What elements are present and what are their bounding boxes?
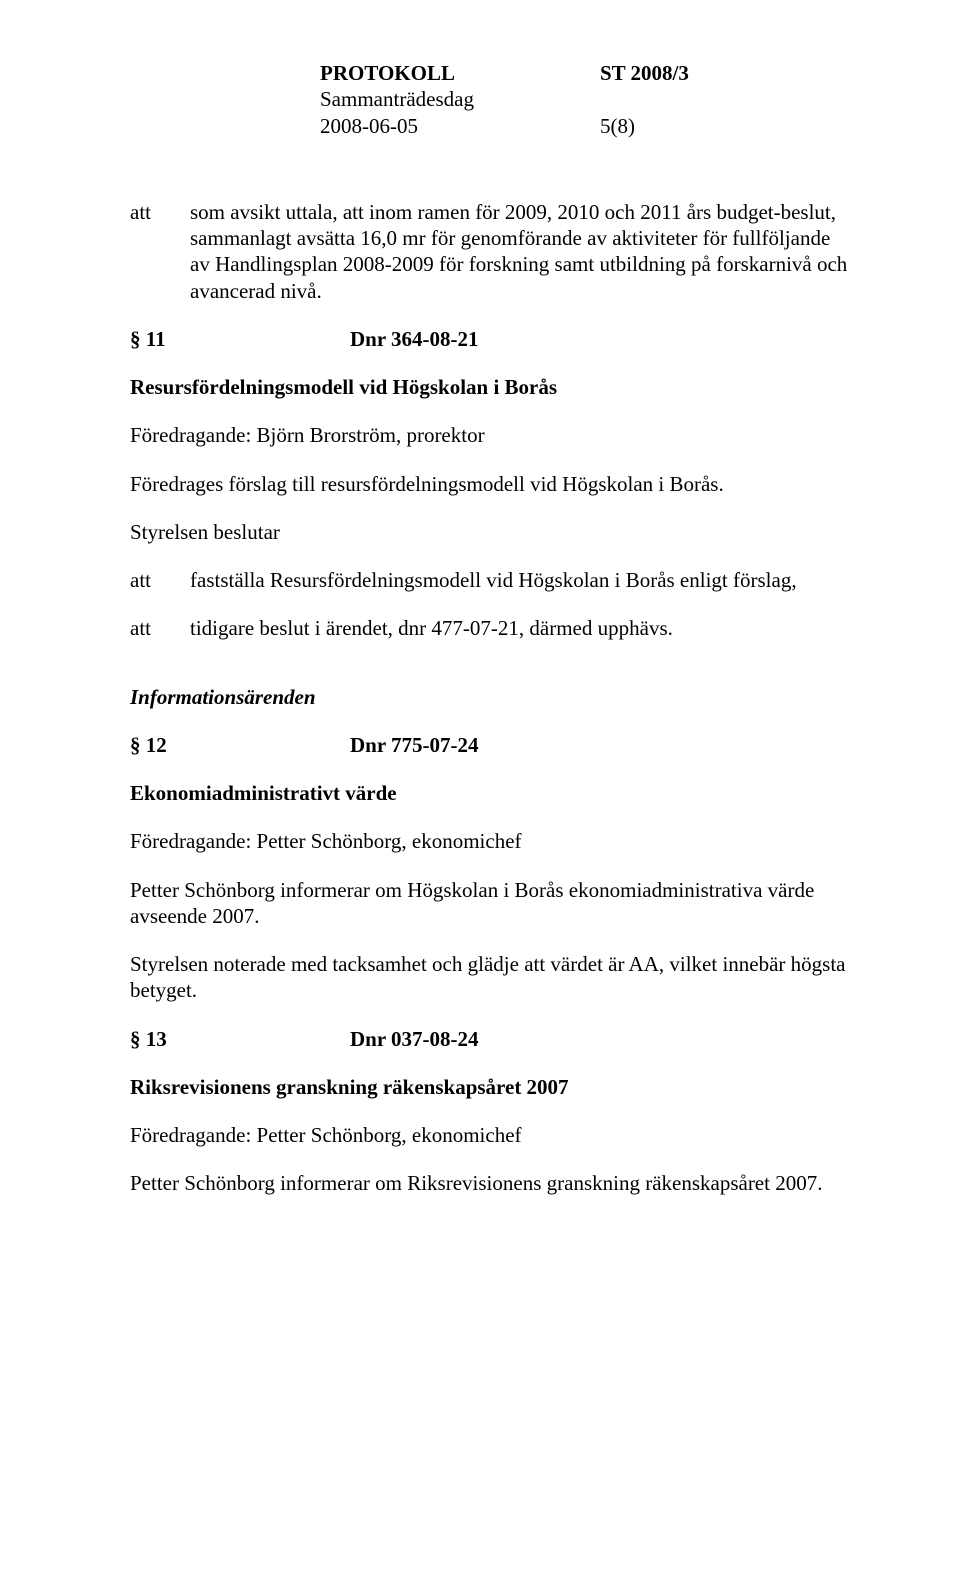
section-11-num: § 11 [130, 326, 350, 352]
section-13-title: Riksrevisionens granskning räkenskapsåre… [130, 1074, 850, 1100]
section-12-dnr: Dnr 775-07-24 [350, 732, 479, 758]
section-11-presenter: Föredragande: Björn Brorström, prorektor [130, 422, 850, 448]
header-title-left: PROTOKOLL [320, 60, 600, 86]
section-11-line1: Föredrages förslag till resursfördelning… [130, 471, 850, 497]
section-11-att2: att tidigare beslut i ärendet, dnr 477-0… [130, 615, 850, 641]
section-12-line2: Styrelsen noterade med tacksamhet och gl… [130, 951, 850, 1004]
section-11-decide: Styrelsen beslutar [130, 519, 850, 545]
att-label: att [130, 199, 190, 304]
section-11-row: § 11 Dnr 364-08-21 [130, 326, 850, 352]
att-label: att [130, 615, 190, 641]
header-empty [600, 86, 800, 112]
header-title-right: ST 2008/3 [600, 60, 800, 86]
section-11-title: Resursfördelningsmodell vid Högskolan i … [130, 374, 850, 400]
header-date: 2008-06-05 [320, 113, 600, 139]
spacer [130, 664, 850, 684]
att-body: tidigare beslut i ärendet, dnr 477-07-21… [190, 615, 850, 641]
section-11-att1: att fastställa Resursfördelningsmodell v… [130, 567, 850, 593]
section-12-line1: Petter Schönborg informerar om Högskolan… [130, 877, 850, 930]
section-12-row: § 12 Dnr 775-07-24 [130, 732, 850, 758]
section-13-presenter: Föredragande: Petter Schönborg, ekonomic… [130, 1122, 850, 1148]
info-heading: Informationsärenden [130, 684, 850, 710]
att-body: som avsikt uttala, att inom ramen för 20… [190, 199, 850, 304]
att-body: fastställa Resursfördelningsmodell vid H… [190, 567, 850, 593]
section-13-num: § 13 [130, 1026, 350, 1052]
section-11-dnr: Dnr 364-08-21 [350, 326, 479, 352]
section-12-presenter: Föredragande: Petter Schönborg, ekonomic… [130, 828, 850, 854]
section-13-line1: Petter Schönborg informerar om Riksrevis… [130, 1170, 850, 1196]
header-subtitle: Sammanträdesdag [320, 86, 600, 112]
att-label: att [130, 567, 190, 593]
document-page: PROTOKOLL ST 2008/3 Sammanträdesdag 2008… [0, 0, 960, 1586]
section-12-title: Ekonomiadministrativt värde [130, 780, 850, 806]
page-header: PROTOKOLL ST 2008/3 Sammanträdesdag 2008… [320, 60, 850, 139]
section-12-num: § 12 [130, 732, 350, 758]
att-block-1: att som avsikt uttala, att inom ramen fö… [130, 199, 850, 304]
section-13-dnr: Dnr 037-08-24 [350, 1026, 479, 1052]
section-13-row: § 13 Dnr 037-08-24 [130, 1026, 850, 1052]
header-page-of: 5(8) [600, 113, 800, 139]
